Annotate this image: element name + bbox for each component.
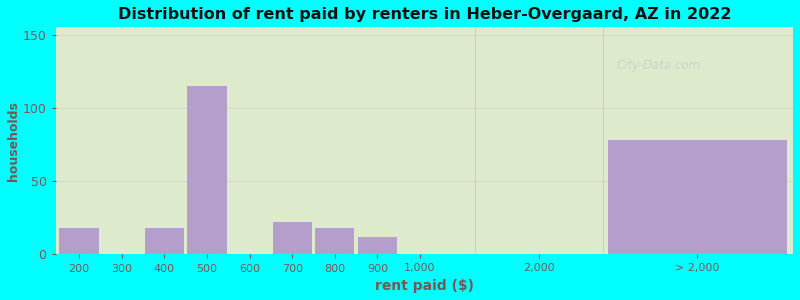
Y-axis label: households: households bbox=[7, 101, 20, 181]
Bar bbox=[315, 228, 354, 254]
Bar bbox=[358, 237, 397, 254]
X-axis label: rent paid ($): rent paid ($) bbox=[375, 279, 474, 293]
Bar bbox=[608, 140, 786, 254]
Bar bbox=[273, 222, 312, 254]
Bar bbox=[59, 228, 98, 254]
Text: City-Data.com: City-Data.com bbox=[616, 59, 700, 72]
Bar bbox=[187, 86, 226, 254]
Bar bbox=[145, 228, 184, 254]
Title: Distribution of rent paid by renters in Heber-Overgaard, AZ in 2022: Distribution of rent paid by renters in … bbox=[118, 7, 731, 22]
